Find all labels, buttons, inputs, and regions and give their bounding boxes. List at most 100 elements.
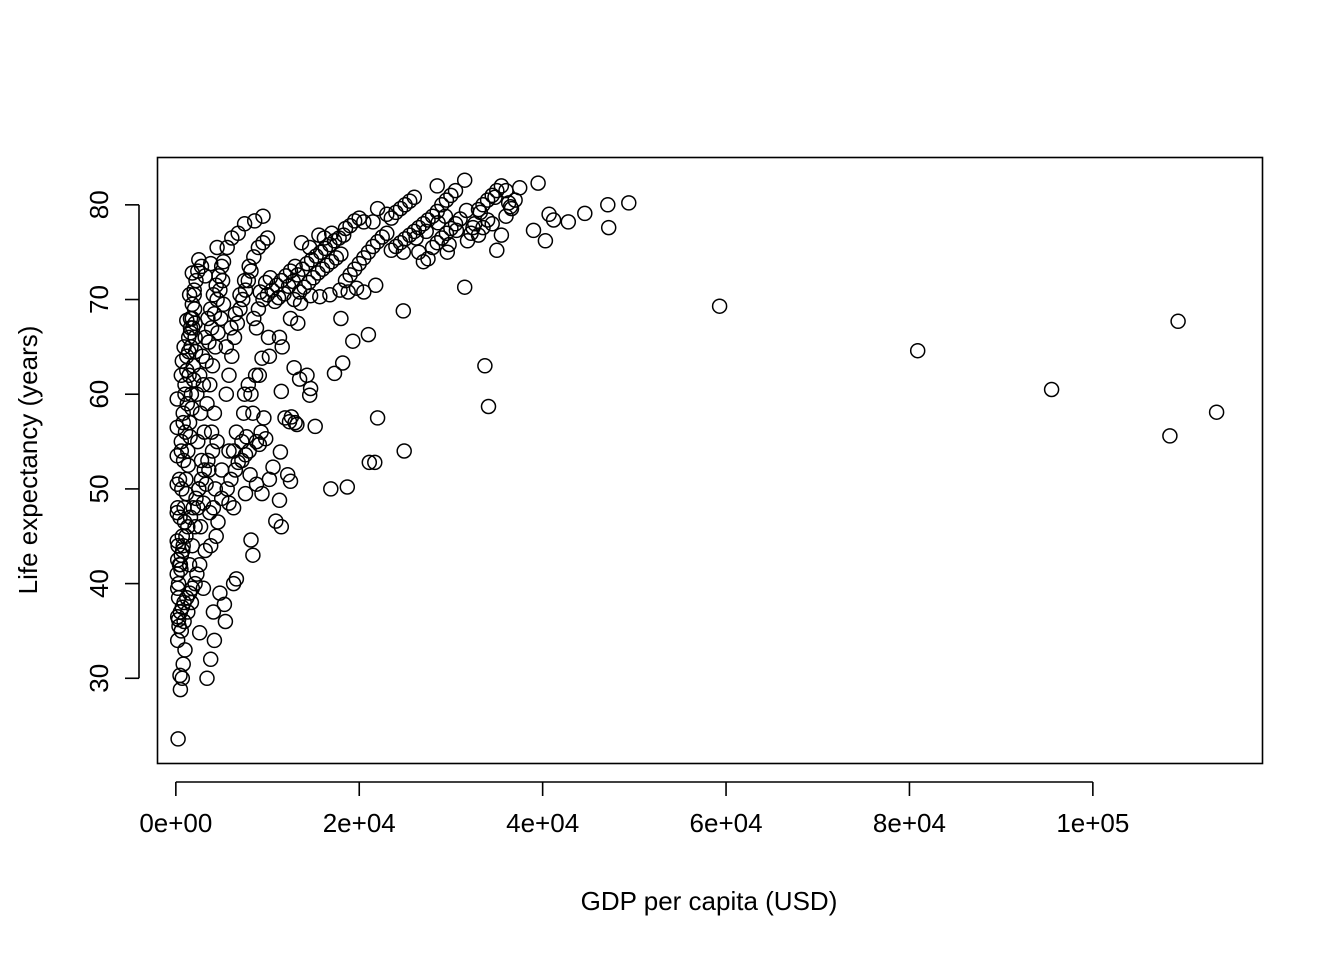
data-point — [299, 255, 315, 272]
data-point — [205, 604, 222, 620]
data-point — [346, 261, 363, 277]
data-point — [337, 272, 354, 289]
data-point — [369, 410, 386, 426]
data-point — [184, 296, 201, 313]
data-point — [271, 492, 288, 509]
data-point — [174, 542, 191, 559]
y-tick-label: 30 — [84, 664, 114, 693]
data-point — [169, 504, 185, 521]
data-point — [225, 500, 242, 516]
data-point — [260, 329, 277, 346]
data-point — [240, 272, 257, 289]
data-point — [290, 267, 306, 283]
data-point — [342, 267, 358, 283]
data-point — [265, 459, 281, 475]
data-point — [303, 252, 320, 268]
data-point — [226, 329, 243, 346]
data-point — [367, 454, 383, 471]
data-point — [323, 225, 340, 242]
data-point — [173, 623, 190, 639]
data-point — [383, 210, 400, 226]
x-axis-label: GDP per capita (USD) — [581, 886, 838, 916]
data-point — [192, 405, 209, 421]
data-point — [475, 197, 491, 213]
data-point — [179, 348, 195, 365]
data-point — [193, 471, 210, 488]
data-point — [257, 274, 274, 291]
data-point — [447, 182, 464, 199]
data-point — [458, 202, 475, 219]
data-point — [169, 566, 185, 582]
data-point — [199, 670, 215, 687]
data-point — [236, 386, 253, 402]
data-point — [224, 348, 240, 365]
data-point — [360, 244, 377, 260]
data-point — [323, 253, 340, 270]
data-point — [255, 208, 271, 224]
data-point — [282, 263, 299, 279]
data-point — [177, 386, 193, 402]
data-point — [438, 225, 455, 242]
data-point — [237, 485, 254, 502]
data-point — [268, 513, 284, 529]
data-point — [323, 481, 339, 497]
data-point — [190, 263, 206, 279]
data-point — [273, 519, 290, 535]
points-layer — [169, 172, 1225, 747]
data-point — [511, 180, 528, 196]
data-point — [182, 429, 198, 445]
data-point — [210, 514, 226, 530]
data-point — [711, 298, 728, 314]
data-point — [246, 249, 262, 265]
data-point — [191, 367, 208, 384]
data-point — [456, 172, 473, 188]
data-point — [177, 642, 193, 658]
data-point — [319, 257, 335, 274]
data-point — [192, 519, 209, 535]
data-point — [205, 500, 222, 516]
data-point — [401, 193, 418, 209]
data-point — [204, 358, 221, 374]
data-point — [212, 585, 228, 601]
x-tick-label: 2e+04 — [323, 808, 396, 838]
data-point — [201, 462, 217, 478]
data-point — [172, 667, 188, 684]
data-point — [420, 212, 436, 228]
data-point — [334, 355, 351, 371]
data-point — [374, 229, 390, 245]
data-point — [305, 270, 322, 286]
data-point — [312, 244, 329, 260]
data-point — [365, 214, 381, 230]
data-point — [273, 383, 290, 400]
data-point — [1162, 428, 1178, 444]
data-point — [621, 195, 637, 211]
data-point — [187, 315, 203, 331]
data-point — [206, 632, 223, 649]
data-point — [456, 279, 473, 295]
data-point — [493, 227, 510, 243]
data-point — [232, 287, 248, 303]
data-point — [340, 284, 356, 300]
data-point — [186, 282, 202, 298]
data-point — [173, 367, 190, 384]
data-point — [228, 424, 245, 440]
data-point — [348, 280, 365, 296]
data-point — [545, 212, 562, 228]
data-point — [240, 377, 257, 393]
data-point — [188, 272, 204, 289]
data-point — [209, 239, 225, 256]
data-point — [356, 284, 372, 300]
data-point — [211, 268, 227, 284]
data-point — [397, 197, 413, 213]
data-point — [369, 200, 386, 217]
y-axis: 30 40 50 60 70 80 — [84, 190, 140, 693]
data-point — [1208, 404, 1225, 420]
data-point — [193, 258, 210, 275]
data-point — [396, 443, 412, 459]
data-point — [365, 238, 381, 255]
data-point — [448, 222, 465, 239]
data-point — [246, 213, 263, 229]
data-point — [184, 537, 201, 554]
data-point — [235, 405, 252, 421]
